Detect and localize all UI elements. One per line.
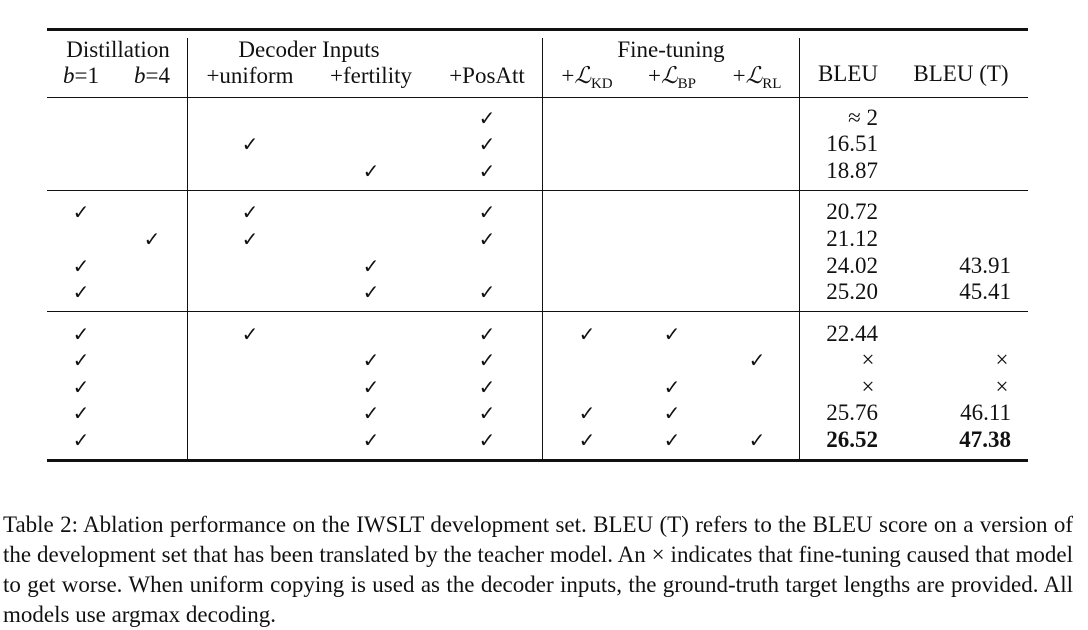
bleu-value: 20.72	[826, 199, 878, 224]
column-header-kd: +ℒKD	[561, 62, 612, 98]
b1-var: b	[63, 63, 75, 88]
checkmark-posatt: ✓	[478, 375, 496, 399]
checkmark-posatt: ✓	[478, 280, 496, 304]
checkmark-bp: ✓	[663, 375, 681, 399]
bp-symbol: ℒ	[661, 63, 678, 89]
group2-bottom-rule	[47, 311, 1028, 312]
checkmark-fertility: ✓	[362, 401, 380, 425]
bleu-value: 18.87	[826, 158, 878, 183]
b4-var: b	[134, 63, 146, 88]
kd-subscript: KD	[590, 76, 613, 92]
table-caption: Table 2: Ablation performance on the IWS…	[3, 512, 1073, 627]
column-header-uniform: +uniform	[206, 63, 294, 88]
kd-symbol: ℒ	[574, 63, 591, 89]
checkmark-b1: ✓	[72, 280, 90, 304]
bp-subscript: BP	[677, 76, 696, 92]
checkmark-rl: ✓	[748, 428, 766, 452]
checkmark-fertility: ✓	[362, 159, 380, 183]
checkmark-posatt: ✓	[478, 401, 496, 425]
rl-symbol: ℒ	[745, 63, 763, 89]
bleu-value: 24.02	[826, 253, 878, 278]
checkmark-fertility: ✓	[362, 428, 380, 452]
checkmark-kd: ✓	[578, 428, 596, 452]
column-divider-decoder	[542, 38, 543, 459]
checkmark-b1: ✓	[72, 322, 90, 346]
bleu-t-value: 46.11	[960, 400, 1011, 425]
checkmark-b1: ✓	[72, 348, 90, 372]
table-top-rule	[47, 28, 1028, 31]
bleu-value: 25.76	[826, 400, 878, 425]
bleu-t-value: 43.91	[959, 253, 1011, 278]
checkmark-posatt: ✓	[478, 428, 496, 452]
checkmark-uniform: ✓	[241, 322, 259, 346]
bleu-t-value: ×	[995, 347, 1009, 372]
checkmark-posatt: ✓	[478, 159, 496, 183]
column-header-fertility: +fertility	[330, 63, 412, 88]
bleu-t-value: ×	[995, 374, 1009, 399]
bleu-value: 25.20	[826, 279, 878, 304]
column-header-bleu: BLEU	[817, 61, 879, 86]
checkmark-kd: ✓	[578, 322, 596, 346]
checkmark-fertility: ✓	[362, 254, 380, 278]
column-header-posatt: +PosAtt	[449, 63, 525, 88]
checkmark-b1: ✓	[72, 428, 90, 452]
group-header-fine-tuning: Fine-tuning	[617, 37, 725, 62]
column-header-rl: +ℒRL	[733, 62, 782, 98]
checkmark-fertility: ✓	[362, 375, 380, 399]
checkmark-posatt: ✓	[478, 132, 496, 156]
checkmark-rl: ✓	[748, 348, 766, 372]
bp-prefix: +	[648, 63, 662, 88]
bleu-t-value: 47.38	[959, 427, 1011, 452]
kd-prefix: +	[561, 63, 575, 88]
bleu-value: 22.44	[826, 321, 878, 346]
bleu-value: ≈ 2	[848, 105, 878, 130]
checkmark-b1: ✓	[72, 254, 90, 278]
b4-rest: =4	[145, 63, 170, 88]
column-header-b4: b=4	[134, 62, 170, 90]
bleu-value: 21.12	[826, 226, 878, 251]
checkmark-posatt: ✓	[478, 348, 496, 372]
bleu-value: ×	[861, 374, 875, 399]
checkmark-posatt: ✓	[478, 322, 496, 346]
checkmark-bp: ✓	[663, 322, 681, 346]
checkmark-b1: ✓	[72, 200, 90, 224]
checkmark-b1: ✓	[72, 375, 90, 399]
bleu-value: 26.52	[826, 427, 878, 452]
b1-rest: =1	[74, 63, 99, 88]
column-header-bleu-t: BLEU (T)	[913, 61, 1009, 86]
bleu-t-value: 45.41	[959, 279, 1011, 304]
column-header-bp: +ℒBP	[648, 62, 696, 98]
rl-subscript: RL	[762, 76, 782, 92]
checkmark-b1: ✓	[72, 401, 90, 425]
checkmark-uniform: ✓	[241, 227, 259, 251]
checkmark-fertility: ✓	[362, 348, 380, 372]
checkmark-uniform: ✓	[241, 200, 259, 224]
checkmark-posatt: ✓	[478, 227, 496, 251]
checkmark-bp: ✓	[663, 428, 681, 452]
bleu-value: 16.51	[826, 131, 878, 156]
column-header-b1: b=1	[63, 62, 99, 90]
group-header-distillation: Distillation	[66, 37, 170, 62]
column-divider-finetuning	[799, 38, 800, 459]
checkmark-uniform: ✓	[241, 132, 259, 156]
bleu-value: ×	[861, 347, 875, 372]
header-bottom-rule	[47, 97, 1028, 98]
checkmark-kd: ✓	[578, 401, 596, 425]
checkmark-fertility: ✓	[362, 280, 380, 304]
table-bottom-rule	[47, 459, 1028, 462]
group-header-decoder-inputs: Decoder Inputs	[238, 37, 380, 62]
checkmark-posatt: ✓	[478, 106, 496, 130]
rl-prefix: +	[732, 63, 746, 88]
checkmark-b4: ✓	[143, 227, 161, 251]
group1-bottom-rule	[47, 190, 1028, 191]
checkmark-posatt: ✓	[478, 200, 496, 224]
checkmark-bp: ✓	[663, 401, 681, 425]
column-divider-distillation	[187, 38, 188, 459]
